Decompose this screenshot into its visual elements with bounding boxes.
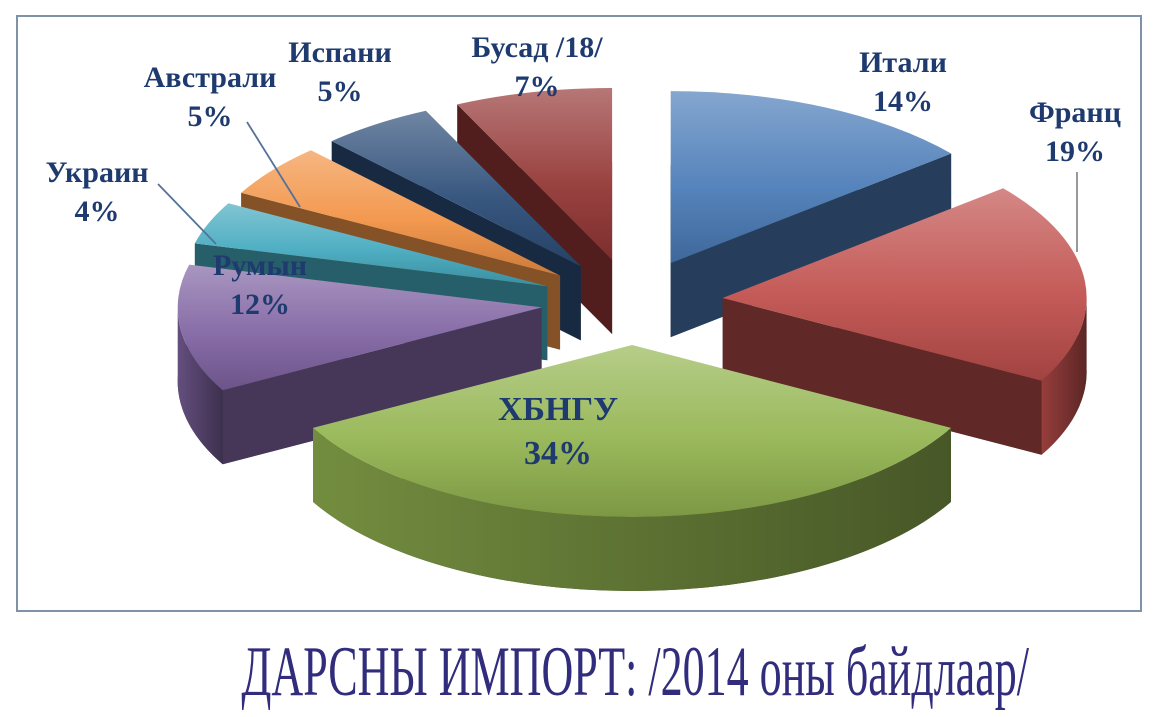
- slice-pct: 14%: [872, 85, 933, 118]
- pie-slice-rumyn[interactable]: [177, 264, 542, 465]
- slice-label-ispani: Испани 5%: [288, 33, 392, 111]
- slice-label-rumyn: Румын 12%: [213, 246, 307, 324]
- pie-slice-frants[interactable]: [722, 188, 1087, 455]
- slice-pct: 12%: [229, 288, 290, 321]
- slice-pct: 5%: [317, 75, 363, 108]
- slice-label-frants: Франц 19%: [1029, 93, 1121, 171]
- slice-pct: 5%: [187, 100, 233, 133]
- leader-line-ukrain: [157, 183, 217, 245]
- slice-pct: 4%: [74, 195, 120, 228]
- slice-pct: 34%: [524, 435, 592, 473]
- chart-title-text: ДАРСНЫ ИМПОРТ: /2014 оны байдлаар/: [241, 633, 1030, 711]
- slice-name: Испани: [288, 36, 392, 69]
- slice-name: Франц: [1028, 96, 1122, 129]
- pie-slice-khbngu[interactable]: [313, 345, 951, 592]
- slice-label-ukrain: Украин 4%: [45, 153, 148, 231]
- slice-name: Румын: [212, 249, 308, 282]
- slice-label-busad: Бусад /18/7%: [471, 28, 602, 106]
- slice-name: Бусад /18/: [471, 31, 603, 64]
- leader-line-avstrali: [246, 121, 301, 208]
- slice-pct: 19%: [1045, 135, 1105, 168]
- slice-pct: 7%: [514, 70, 560, 103]
- slice-name: ХБНГУ: [497, 391, 619, 428]
- slice-name: Австрали: [143, 61, 277, 94]
- chart-frame: [16, 15, 1142, 612]
- slice-label-avstrali: Австрали 5%: [144, 58, 277, 136]
- chart-title: ДАРСНЫ ИМПОРТ: /2014 оны байдлаар/: [0, 632, 1159, 712]
- slice-label-khbngu: ХБНГУ 34%: [498, 388, 618, 476]
- slice-name: Украин: [45, 156, 149, 189]
- slice-name: Итали: [859, 46, 947, 79]
- slice-label-itali: Итали 14%: [859, 43, 947, 121]
